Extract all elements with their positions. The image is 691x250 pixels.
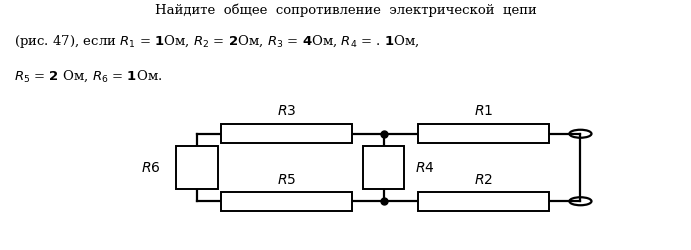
Text: $R4$: $R4$	[415, 160, 434, 174]
Bar	[418, 124, 549, 143]
Text: $R2$: $R2$	[474, 173, 493, 187]
Text: $R1$: $R1$	[474, 104, 493, 118]
Text: $R6$: $R6$	[142, 160, 161, 174]
Bar	[221, 124, 352, 143]
Text: $R_5$ = $\mathbf{2}$ Ом, $R_6$ = $\mathbf{1}$Ом.: $R_5$ = $\mathbf{2}$ Ом, $R_6$ = $\mathb…	[14, 69, 162, 84]
Text: $R3$: $R3$	[277, 104, 296, 118]
Text: (рис. 47), если $R_1$ = $\mathbf{1}$Ом, $R_2$ = $\mathbf{2}$Ом, $R_3$ = $\mathbf: (рис. 47), если $R_1$ = $\mathbf{1}$Ом, …	[14, 32, 419, 50]
Bar	[221, 192, 352, 211]
Bar	[418, 192, 549, 211]
Bar	[176, 146, 218, 189]
Text: $R5$: $R5$	[277, 173, 296, 187]
Text: Найдите  общее  сопротивление  электрической  цепи: Найдите общее сопротивление электрическо…	[155, 4, 536, 17]
Bar	[363, 146, 404, 189]
